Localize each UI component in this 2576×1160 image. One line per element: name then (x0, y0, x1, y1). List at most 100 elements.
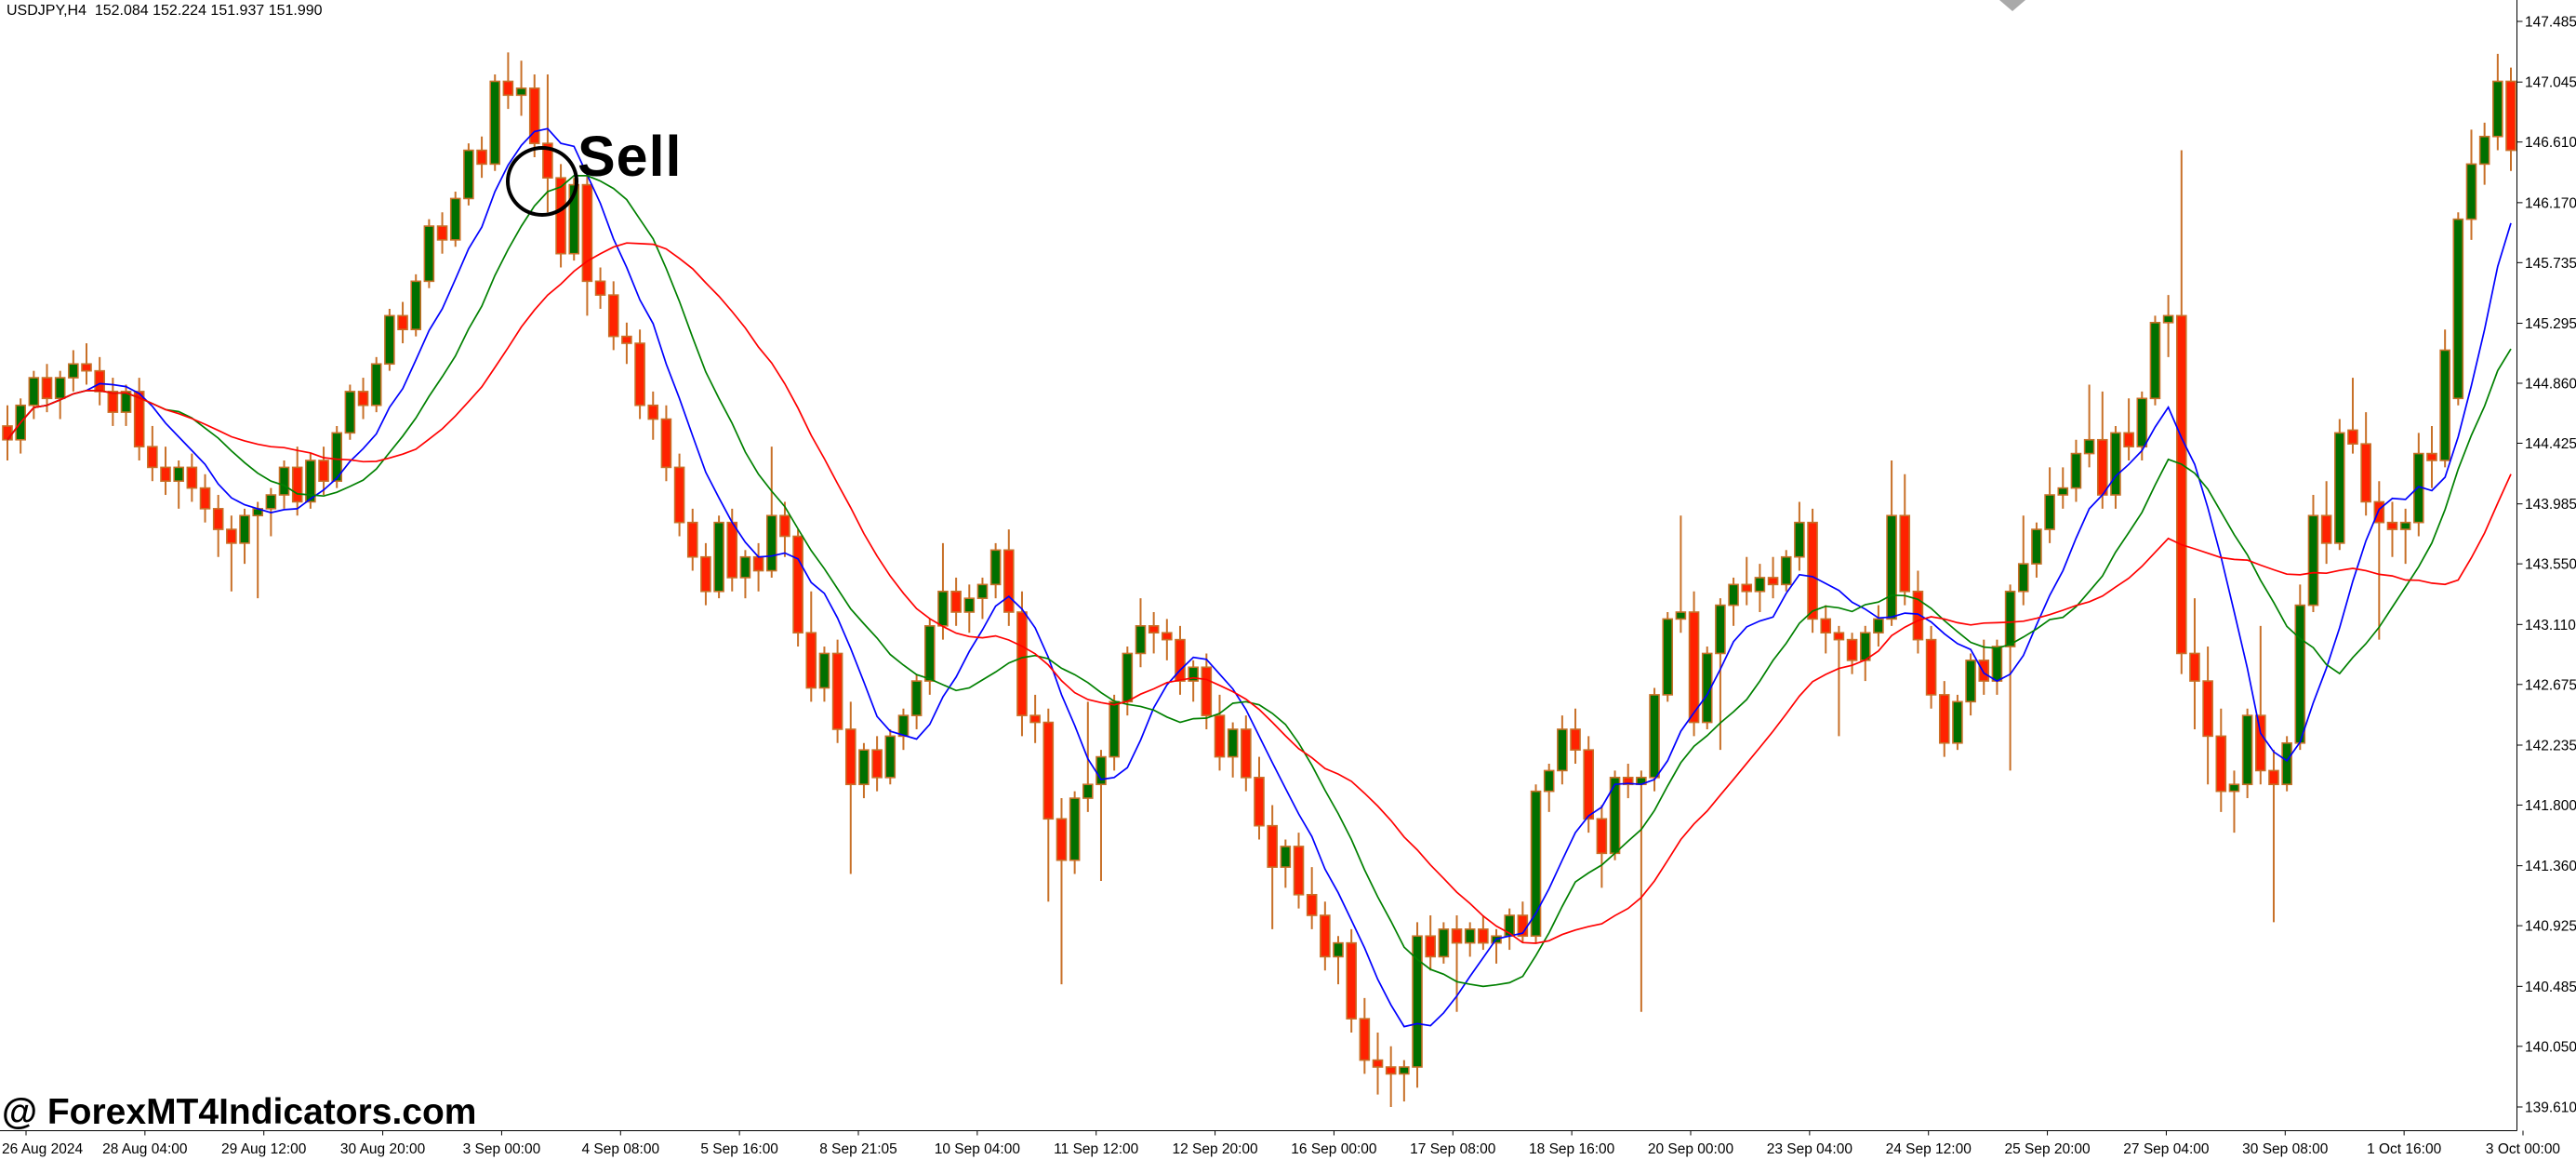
bear-candle-body (212, 508, 224, 530)
bull-candle-body (239, 514, 250, 544)
time-axis-label: 10 Sep 04:00 (935, 1141, 1021, 1157)
price-axis-label: 143.110 (2525, 618, 2576, 633)
bull-candle-body (1754, 577, 1766, 593)
time-axis-label: 30 Sep 08:00 (2242, 1141, 2329, 1157)
bull-candle-body (765, 514, 777, 572)
bear-candle-body (805, 632, 817, 689)
price-axis-label: 143.550 (2525, 557, 2576, 573)
bull-candle-body (1438, 928, 1450, 958)
bear-candle-body (186, 466, 198, 489)
price-axis-label: 140.925 (2525, 919, 2576, 935)
price-axis-label: 144.425 (2525, 436, 2576, 452)
bull-candle-body (1227, 728, 1239, 758)
bear-candle-body (700, 555, 711, 593)
bear-candle-body (1042, 721, 1055, 820)
bull-candle-body (976, 583, 989, 599)
price-axis-label: 142.235 (2525, 738, 2576, 753)
bull-candle-body (1280, 846, 1292, 868)
bull-candle-body (818, 652, 830, 689)
bull-candle-body (2162, 314, 2174, 324)
bear-candle-body (2123, 432, 2134, 447)
chart-shift-marker-icon[interactable] (1999, 0, 2025, 11)
bull-candle-body (1952, 700, 1963, 744)
bear-candle-body (94, 369, 105, 393)
time-axis-label: 23 Sep 04:00 (1767, 1141, 1853, 1157)
bear-candle-body (1346, 941, 1357, 1020)
bull-candle-body (2136, 397, 2148, 447)
bear-candle-body (1846, 638, 1858, 661)
bull-candle-body (2004, 590, 2016, 647)
bear-candle-body (2360, 443, 2371, 503)
bear-candle-body (686, 521, 698, 558)
bull-candle-body (884, 735, 896, 779)
bull-candle-body (1991, 646, 2003, 682)
bull-candle-body (2070, 452, 2082, 489)
bear-candle-body (1767, 577, 1779, 586)
bear-candle-body (779, 514, 790, 538)
bull-candle-body (489, 80, 501, 166)
bear-candle-body (226, 528, 237, 544)
time-axis-label: 27 Sep 04:00 (2123, 1141, 2210, 1157)
time-axis-label: 17 Sep 08:00 (1410, 1141, 1496, 1157)
price-axis-label: 147.045 (2525, 75, 2576, 91)
bull-candle-body (2478, 135, 2490, 166)
bear-candle-body (1320, 914, 1331, 958)
bear-candle-body (1267, 824, 1278, 868)
bear-candle-body (133, 391, 145, 447)
bull-candle-body (515, 87, 527, 97)
bear-candle-body (528, 87, 540, 144)
bull-candle-body (2083, 438, 2095, 455)
bear-candle-body (660, 418, 672, 469)
bear-candle-body (1372, 1059, 1384, 1068)
bull-candle-body (1557, 728, 1568, 772)
bear-candle-body (1912, 590, 1924, 641)
bear-candle-body (1359, 1018, 1371, 1061)
bull-candle-body (410, 280, 422, 331)
bear-candle-body (1148, 625, 1160, 634)
sell-circle-annotation (506, 146, 578, 217)
bear-candle-body (1016, 611, 1028, 716)
bear-candle-body (673, 466, 685, 524)
bull-candle-body (120, 391, 132, 413)
bull-candle-body (739, 555, 751, 579)
bull-candle-body (2307, 514, 2319, 607)
bull-candle-body (2110, 432, 2121, 496)
bear-candle-body (1451, 928, 1463, 944)
bull-candle-body (858, 749, 870, 786)
bear-candle-body (1820, 618, 1832, 634)
bull-candle-body (2439, 349, 2450, 461)
bear-candle-body (2426, 452, 2437, 461)
bull-candle-body (923, 625, 936, 682)
bear-candle-body (594, 280, 606, 296)
bull-candle-body (2057, 487, 2069, 496)
time-axis-label: 11 Sep 12:00 (1054, 1141, 1138, 1157)
bull-candle-body (449, 197, 461, 241)
bear-candle-body (291, 466, 303, 503)
time-axis-label: 28 Aug 04:00 (102, 1141, 188, 1157)
bear-candle-body (2096, 438, 2108, 496)
price-axis-label: 140.050 (2525, 1039, 2576, 1055)
bear-candle-body (2268, 769, 2279, 786)
bear-candle-body (1162, 632, 1173, 641)
bear-candle-body (1688, 611, 1700, 724)
price-axis-label: 146.610 (2525, 135, 2576, 151)
bull-candle-body (2044, 494, 2055, 530)
time-axis-label: 24 Sep 12:00 (1886, 1141, 1972, 1157)
time-axis-label: 18 Sep 16:00 (1529, 1141, 1615, 1157)
bear-candle-body (2202, 680, 2213, 738)
bear-candle-body (160, 466, 171, 483)
bull-candle-body (278, 466, 290, 496)
bear-candle-body (318, 460, 329, 483)
bear-candle-body (199, 487, 211, 510)
bull-candle-body (173, 466, 184, 483)
bear-candle-body (2175, 314, 2187, 655)
bull-candle-body (1082, 783, 1094, 799)
bear-candle-body (1570, 728, 1581, 751)
price-axis-label: 145.295 (2525, 316, 2576, 332)
bear-candle-body (2386, 521, 2398, 530)
bull-candle-body (1333, 941, 1344, 958)
bear-candle-body (81, 363, 92, 372)
bear-candle-body (1214, 714, 1226, 758)
bull-candle-body (2492, 80, 2503, 138)
